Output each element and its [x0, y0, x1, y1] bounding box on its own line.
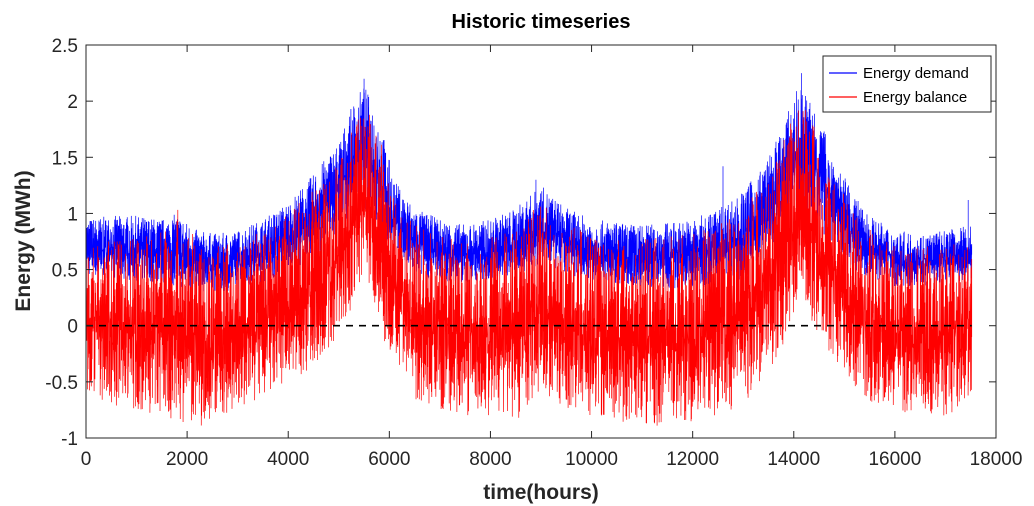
- plot-area: [85, 44, 997, 439]
- y-tick-label: 1.5: [52, 148, 78, 169]
- y-axis-title: Energy (MWh): [12, 170, 35, 311]
- x-tick-label: 14000: [767, 449, 820, 470]
- y-tick-label: 2: [67, 92, 78, 113]
- x-tick-label: 10000: [565, 449, 618, 470]
- y-tick-label: -0.5: [45, 373, 78, 394]
- y-tick-label: 0: [67, 317, 78, 338]
- axes-box: [85, 44, 997, 439]
- x-tick-label: 16000: [868, 449, 921, 470]
- x-tick-label: 0: [81, 449, 92, 470]
- x-tick-label: 12000: [666, 449, 719, 470]
- x-axis-title: time(hours): [483, 481, 599, 504]
- chart-title: Historic timeseries: [452, 11, 631, 33]
- x-tick-label: 8000: [469, 449, 511, 470]
- y-tick-label: 0.5: [52, 261, 78, 282]
- y-tick-label: 1: [67, 204, 78, 225]
- x-tick-label: 2000: [166, 449, 208, 470]
- x-axis: 0 2000 4000 6000 8000 10000 12000 14000 16000 180…: [81, 45, 1023, 470]
- x-tick-label: 6000: [368, 449, 410, 470]
- x-tick-label: 18000: [970, 449, 1023, 470]
- legend-box: [822, 55, 992, 113]
- y-axis: -1 -0.5 0 0.5 1 1.5 2 2.5: [45, 36, 996, 450]
- legend-label: Energy balance: [863, 89, 967, 106]
- x-tick-label: 4000: [267, 449, 309, 470]
- legend-label: Energy demand: [863, 65, 969, 82]
- y-tick-label: -1: [61, 429, 78, 450]
- legend: Energy demand Energy balance: [822, 55, 992, 113]
- y-tick-label: 2.5: [52, 36, 78, 57]
